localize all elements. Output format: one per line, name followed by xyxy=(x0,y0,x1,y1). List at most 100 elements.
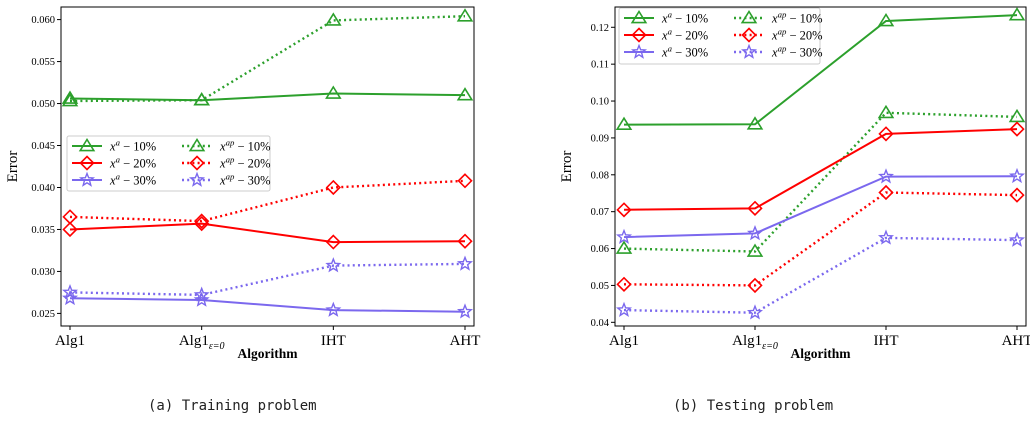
data-point-marker xyxy=(616,276,632,292)
legend-label: xap − 20% xyxy=(771,27,823,43)
data-point-marker xyxy=(325,179,341,196)
data-point-marker xyxy=(1008,7,1026,21)
data-point-marker xyxy=(61,90,79,104)
x-tick-label-main: Alg1 xyxy=(609,333,639,349)
y-tick-label: 0.045 xyxy=(31,141,55,152)
data-point-marker xyxy=(456,303,474,319)
y-tick-label: 0.07 xyxy=(591,207,609,218)
x-tick-label-main: Alg1 xyxy=(732,333,762,349)
x-tick-label: IHT xyxy=(874,333,899,349)
y-tick-label: 0.12 xyxy=(591,23,609,34)
x-tick-label: Alg1 xyxy=(55,333,85,349)
data-point-marker xyxy=(877,104,895,119)
legend-marker xyxy=(188,171,206,187)
y-tick-label: 0.035 xyxy=(31,225,55,236)
x-axis-label: Algorithm xyxy=(791,346,852,361)
legend-text-base: x xyxy=(219,140,226,154)
legend-label: xa − 10% xyxy=(661,10,708,26)
x-tick-label: AHT xyxy=(450,333,481,349)
y-tick-label: 0.040 xyxy=(31,183,55,194)
series-line-4 xyxy=(69,15,466,103)
legend-marker xyxy=(740,9,758,24)
data-point-marker xyxy=(747,277,763,294)
data-point-marker xyxy=(457,233,473,249)
data-point-marker xyxy=(878,126,894,142)
x-tick-label: Alg1ε=0 xyxy=(732,333,778,352)
data-point-marker xyxy=(62,209,78,225)
legend-text-base: x xyxy=(661,29,668,43)
data-point-marker xyxy=(193,286,210,302)
legend-text-sup: a xyxy=(668,44,673,54)
legend-text-suffix: − 30% xyxy=(786,46,822,60)
x-tick-label-subscript: ε=0 xyxy=(762,341,778,352)
data-point-marker xyxy=(615,240,633,254)
data-point-marker xyxy=(456,87,474,101)
legend-text-sup: a xyxy=(116,138,121,148)
series-line-2 xyxy=(69,222,466,244)
legend-text-base: x xyxy=(771,12,778,26)
x-tick-label-main: AHT xyxy=(450,333,481,349)
x-tick-label: Alg1ε=0 xyxy=(179,333,225,352)
legend: xa − 10%xa − 20%xa − 30%xap − 10%xap − 2… xyxy=(66,135,271,192)
legend-text-suffix: − 30% xyxy=(234,174,270,188)
legend-label: xap − 30% xyxy=(219,172,271,188)
legend-text-base: x xyxy=(771,46,778,60)
legend-text-sup: a xyxy=(116,155,121,165)
legend-text-base: x xyxy=(661,12,668,26)
legend-label: xa − 30% xyxy=(661,44,708,60)
data-point-marker xyxy=(878,184,894,201)
data-point-marker xyxy=(325,234,341,250)
legend-text-suffix: − 20% xyxy=(786,29,822,43)
y-tick-label: 0.060 xyxy=(31,15,55,26)
series-line-4 xyxy=(623,111,1018,253)
data-point-marker xyxy=(61,289,79,306)
x-tick-label: IHT xyxy=(321,333,346,349)
x-tick-label: Alg1 xyxy=(609,333,639,349)
legend-marker xyxy=(631,27,647,43)
data-point-marker xyxy=(325,85,342,99)
data-point-marker xyxy=(877,229,895,245)
x-tick-label-main: IHT xyxy=(874,333,899,349)
legend-text-suffix: − 30% xyxy=(120,174,156,188)
legend-text-sup: ap xyxy=(226,138,235,148)
legend-text-suffix: − 10% xyxy=(672,12,708,26)
series-line-1 xyxy=(623,14,1018,126)
data-point-marker xyxy=(193,92,210,106)
legend-text-sup: ap xyxy=(226,155,235,165)
data-point-marker xyxy=(1008,231,1026,247)
legend-text-base: x xyxy=(109,140,116,154)
legend-box xyxy=(618,7,821,65)
legend-text-sup: ap xyxy=(778,27,787,37)
data-point-marker xyxy=(746,224,764,241)
caption-b: (b) Testing problem xyxy=(673,398,834,414)
legend-text-suffix: − 20% xyxy=(672,29,708,43)
data-point-marker xyxy=(457,173,473,189)
data-point-marker xyxy=(61,92,79,107)
y-tick-label: 0.09 xyxy=(591,133,609,144)
legend-text-suffix: − 10% xyxy=(234,140,270,154)
legend-text-sup: ap xyxy=(778,44,787,54)
data-point-marker xyxy=(1009,121,1025,137)
legend-text-base: x xyxy=(771,29,778,43)
data-point-marker xyxy=(615,116,633,130)
legend-label: xap − 10% xyxy=(219,138,271,154)
data-point-marker xyxy=(746,116,764,130)
data-point-marker xyxy=(1008,167,1026,184)
legend-marker xyxy=(189,155,205,171)
data-point-marker xyxy=(747,200,763,216)
legend-text-base: x xyxy=(109,157,116,171)
legend-text-suffix: − 20% xyxy=(234,157,270,171)
data-point-marker xyxy=(1009,187,1025,203)
x-axis-label: Algorithm xyxy=(238,346,299,361)
data-point-marker xyxy=(746,304,764,320)
legend-marker xyxy=(78,137,96,152)
data-point-marker xyxy=(194,213,210,229)
y-tick-label: 0.04 xyxy=(591,318,610,329)
series-line-2 xyxy=(623,128,1018,211)
legend-label: xap − 30% xyxy=(771,44,823,60)
data-point-marker xyxy=(616,202,632,218)
data-point-marker xyxy=(325,301,342,317)
legend-marker xyxy=(741,27,757,43)
legend-text-sup: a xyxy=(668,10,673,20)
